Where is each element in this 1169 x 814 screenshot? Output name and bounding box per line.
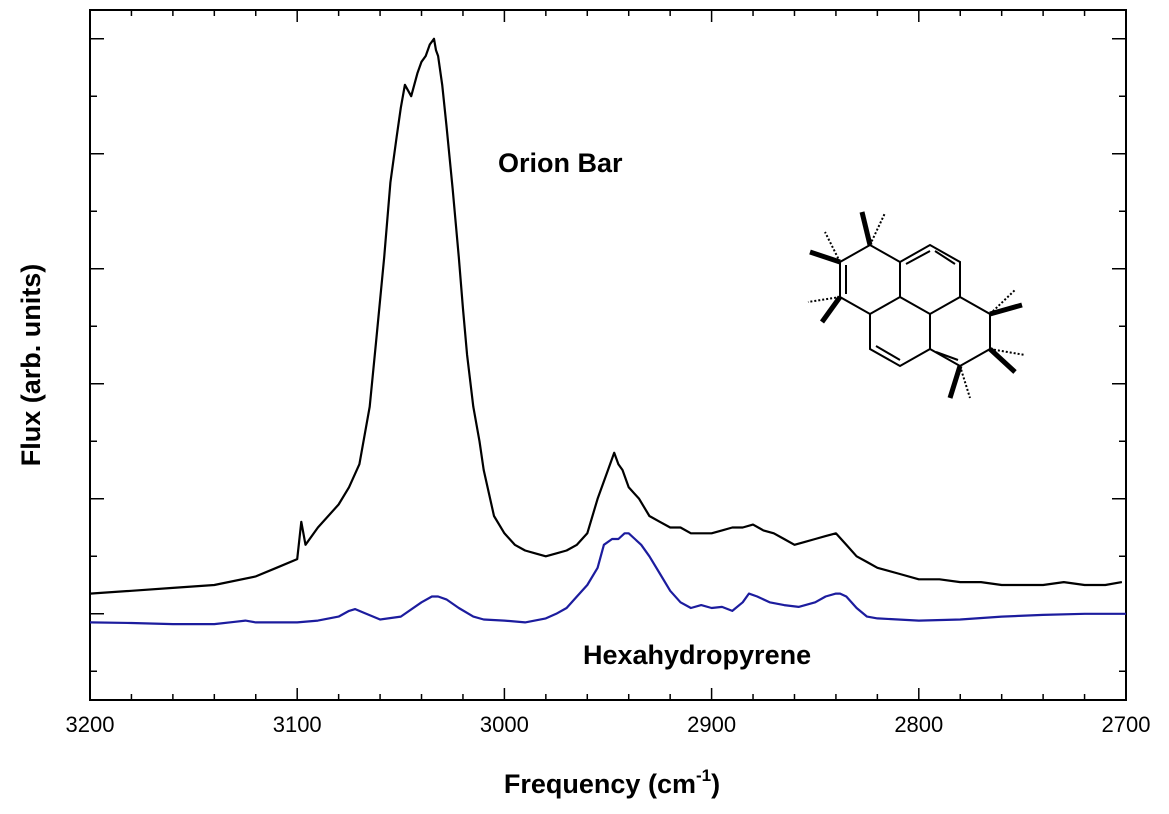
x-tick-label: 2700 bbox=[1102, 712, 1151, 737]
annotation-hexahydropyrene: Hexahydropyrene bbox=[583, 640, 811, 670]
x-axis-title: Frequency (cm-1) bbox=[504, 766, 720, 799]
series-line-0 bbox=[89, 37, 1123, 595]
x-axis-ticks: 3200 3100 3000 2900 2800 2700 bbox=[66, 10, 1151, 737]
x-tick-label: 2900 bbox=[687, 712, 736, 737]
y-axis-title: Flux (arb. units) bbox=[16, 264, 46, 467]
annotation-orion-bar: Orion Bar bbox=[498, 148, 623, 178]
x-tick-label: 2800 bbox=[894, 712, 943, 737]
x-tick-label: 3100 bbox=[273, 712, 322, 737]
hexahydropyrene-structure-icon bbox=[807, 211, 1026, 399]
x-tick-label: 3000 bbox=[480, 712, 529, 737]
x-tick-label: 3200 bbox=[66, 712, 115, 737]
y-axis-ticks bbox=[90, 38, 1126, 672]
plot-frame bbox=[89, 9, 1127, 701]
series-layer bbox=[89, 37, 1126, 626]
series-line-1 bbox=[89, 532, 1126, 626]
